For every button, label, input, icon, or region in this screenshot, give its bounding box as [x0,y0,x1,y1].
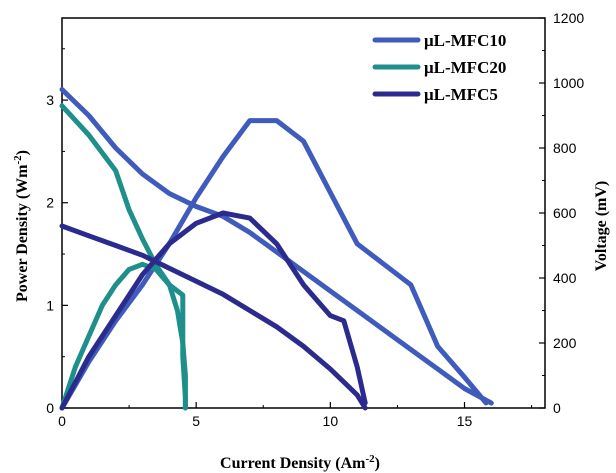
voltage-line-1 [62,106,185,408]
x-tick-label: 0 [58,413,66,429]
legend-label-1: μL-MFC20 [424,58,506,77]
legend-label-0: μL-MFC10 [424,31,506,50]
power-density-line-1 [62,264,185,408]
y-right-tick-label: 200 [553,335,577,351]
legend: μL-MFC10 μL-MFC20 μL-MFC5 [375,31,506,104]
x-axis-label: Current Density (Am-2) [220,453,380,472]
y-left-tick-label: 3 [46,92,54,108]
y-right-tick-label: 600 [553,205,577,221]
x-tick-label: 15 [457,413,473,429]
power-density-line-0 [62,121,486,408]
y-right-tick-label: 1000 [553,75,584,91]
y-axis-right-label: Voltage (mV) [593,181,610,272]
series-layer [62,90,491,409]
y-left-tick-label: 0 [46,400,54,416]
legend-label-2: μL-MFC5 [424,85,498,104]
y-left-tick-label: 1 [46,297,54,313]
x-tick-label: 5 [192,413,200,429]
x-tick-label: 10 [323,413,339,429]
voltage-line-2 [62,226,365,408]
y-right-tick-label: 0 [553,400,561,416]
y-right-tick-label: 800 [553,140,577,156]
y-right-tick-label: 1200 [553,10,584,26]
y-axis-left-label: Power Density (Wm-2) [12,150,31,302]
y-right-tick-label: 400 [553,270,577,286]
y-left-tick-label: 2 [46,195,54,211]
